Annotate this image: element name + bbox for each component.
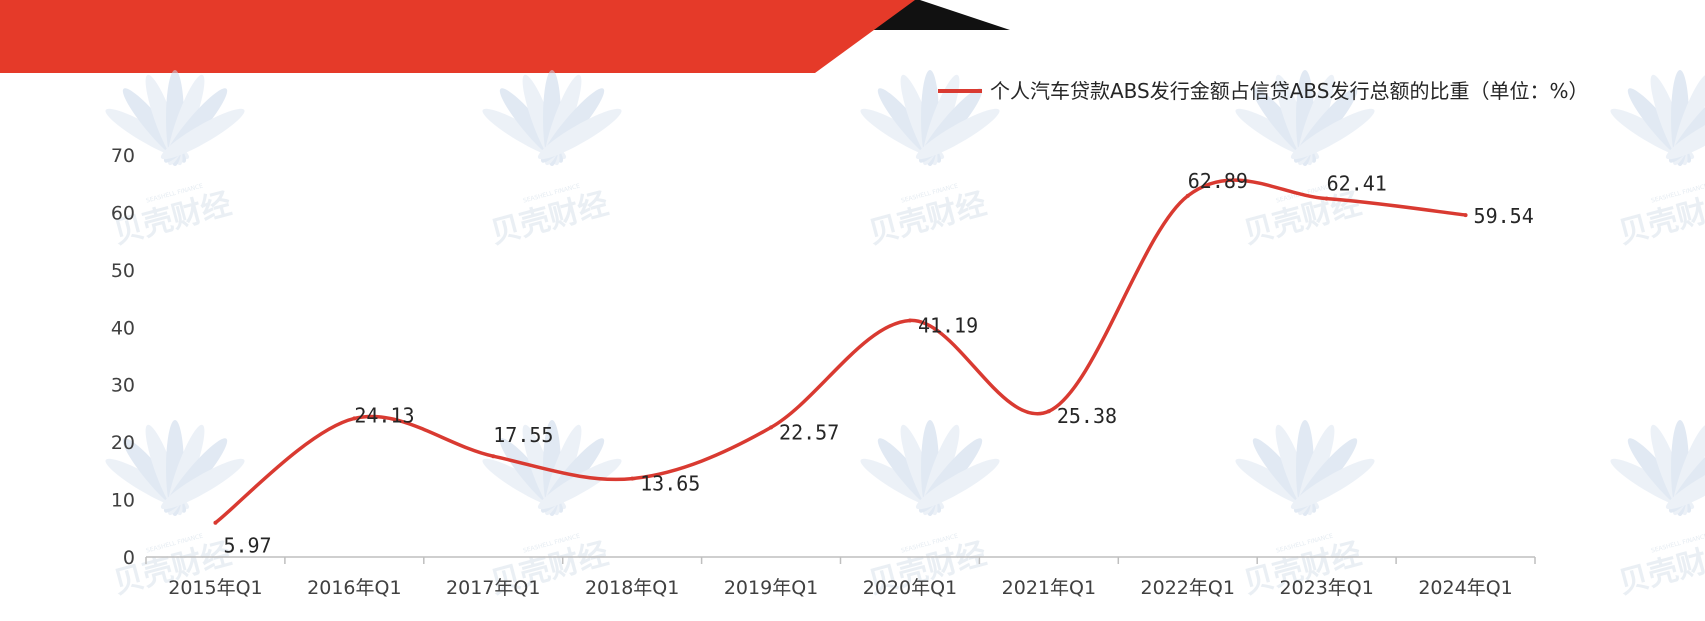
data-label: 5.97 bbox=[223, 534, 271, 558]
data-point bbox=[1463, 213, 1468, 218]
legend-label: 个人汽车贷款ABS发行金额占信贷ABS发行总额的比重（单位：%） bbox=[990, 79, 1589, 103]
y-tick-label: 20 bbox=[111, 432, 135, 454]
y-tick-label: 50 bbox=[111, 260, 135, 282]
y-tick-label: 0 bbox=[123, 547, 135, 569]
y-tick-label: 60 bbox=[111, 202, 135, 224]
data-label: 13.65 bbox=[640, 472, 700, 496]
data-label: 41.19 bbox=[918, 313, 978, 337]
x-tick-label: 2015年Q1 bbox=[168, 577, 262, 599]
x-axis: 2015年Q1 2016年Q1 2017年Q1 2018年Q1 2019年Q1 2020年… bbox=[145, 556, 1536, 599]
x-tick-label: 2019年Q1 bbox=[724, 577, 818, 599]
y-tick-label: 30 bbox=[111, 375, 135, 397]
data-point bbox=[630, 476, 635, 481]
data-point bbox=[769, 425, 774, 430]
x-tick-label: 2021年Q1 bbox=[1002, 577, 1096, 599]
data-label: 25.38 bbox=[1057, 404, 1117, 428]
x-tick-label: 2022年Q1 bbox=[1141, 577, 1235, 599]
data-label: 62.41 bbox=[1327, 172, 1387, 196]
data-point bbox=[352, 416, 357, 421]
data-point bbox=[907, 318, 912, 323]
data-label: 17.55 bbox=[493, 423, 553, 447]
x-tick-label: 2016年Q1 bbox=[307, 577, 401, 599]
x-tick-label: 2017年Q1 bbox=[446, 577, 540, 599]
x-tick-label: 2018年Q1 bbox=[585, 577, 679, 599]
data-point bbox=[1046, 409, 1051, 414]
x-tick-label: 2023年Q1 bbox=[1279, 577, 1373, 599]
series-group bbox=[213, 178, 1468, 525]
x-tick-label: 2024年Q1 bbox=[1418, 577, 1512, 599]
y-tick-label: 70 bbox=[111, 145, 135, 167]
y-tick-label: 10 bbox=[111, 490, 135, 512]
data-point bbox=[1324, 196, 1329, 201]
header-banner bbox=[0, 0, 1010, 73]
data-label: 59.54 bbox=[1474, 204, 1534, 228]
series-line bbox=[213, 178, 1468, 525]
legend: 个人汽车贷款ABS发行金额占信贷ABS发行总额的比重（单位：%） bbox=[938, 79, 1589, 103]
data-labels: 5.97 24.13 17.55 13.65 22.57 41.19 25.38 62.89 6… bbox=[223, 169, 1533, 558]
x-tick-label: 2020年Q1 bbox=[863, 577, 957, 599]
data-point bbox=[491, 454, 496, 459]
y-axis: 0 10 20 30 40 50 60 70 bbox=[111, 145, 135, 569]
banner-red-stripe bbox=[0, 0, 915, 73]
data-point bbox=[1185, 193, 1190, 198]
data-label: 62.89 bbox=[1188, 169, 1248, 193]
y-tick-label: 40 bbox=[111, 317, 135, 339]
data-label: 24.13 bbox=[354, 403, 414, 427]
data-label: 22.57 bbox=[779, 420, 839, 444]
data-point bbox=[213, 520, 218, 525]
